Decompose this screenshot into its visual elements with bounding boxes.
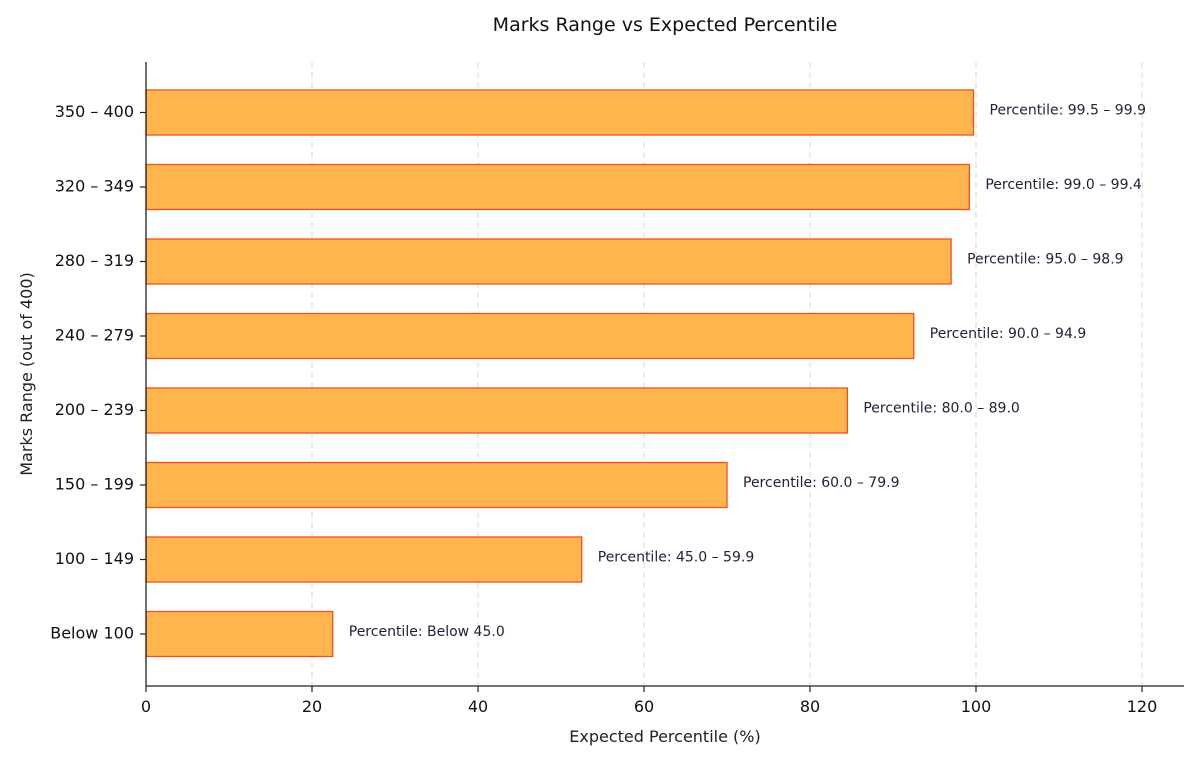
bar-data-label: Percentile: 95.0 – 98.9 (967, 252, 1123, 268)
y-category-label: 100 – 149 (55, 549, 134, 568)
x-tick-label: 80 (800, 697, 820, 716)
bar-data-label: Percentile: 80.0 – 89.0 (863, 401, 1019, 417)
x-tick-label: 100 (961, 697, 992, 716)
bar (145, 461, 728, 509)
bar (145, 238, 952, 285)
x-tick-label: 120 (1127, 697, 1158, 716)
y-category-labels: 350 – 400 320 – 349 280 – 319 240 – 279 200 … (50, 102, 146, 643)
bar (145, 163, 971, 211)
x-tick-label: 0 (141, 697, 151, 716)
bar (145, 387, 848, 434)
bar-data-label: Percentile: 90.0 – 94.9 (930, 326, 1086, 342)
x-axis-label: Expected Percentile (%) (569, 727, 760, 746)
grid-lines (311, 62, 1143, 686)
x-tick-label: 40 (468, 697, 488, 716)
x-tick-label: 20 (302, 697, 322, 716)
y-category-label: 200 – 239 (55, 400, 134, 419)
y-category-label: 280 – 319 (55, 251, 134, 270)
chart-title: Marks Range vs Expected Percentile (493, 14, 838, 36)
bar (145, 312, 915, 360)
y-category-label: 240 – 279 (55, 326, 134, 345)
data-labels: Percentile: 99.5 – 99.9 Percentile: 99.0 … (349, 103, 1146, 641)
y-category-label: 150 – 199 (55, 475, 134, 494)
bars (145, 89, 975, 658)
bar-data-label: Percentile: Below 45.0 (349, 624, 505, 640)
bar-data-label: Percentile: 60.0 – 79.9 (743, 475, 899, 491)
bar-data-label: Percentile: 99.0 – 99.4 (985, 177, 1142, 193)
x-ticks: 0 20 40 60 80 100 120 (141, 686, 1157, 716)
y-category-label: Below 100 (50, 624, 134, 643)
bar (145, 536, 583, 583)
x-tick-label: 60 (634, 697, 654, 716)
bar-data-label: Percentile: 45.0 – 59.9 (598, 550, 754, 566)
y-category-label: 320 – 349 (55, 177, 134, 196)
y-axis-label: Marks Range (out of 400) (17, 272, 36, 476)
bar (145, 89, 975, 136)
bar-data-label: Percentile: 99.5 – 99.9 (990, 103, 1146, 119)
bar (145, 610, 334, 658)
y-category-label: 350 – 400 (55, 102, 134, 121)
